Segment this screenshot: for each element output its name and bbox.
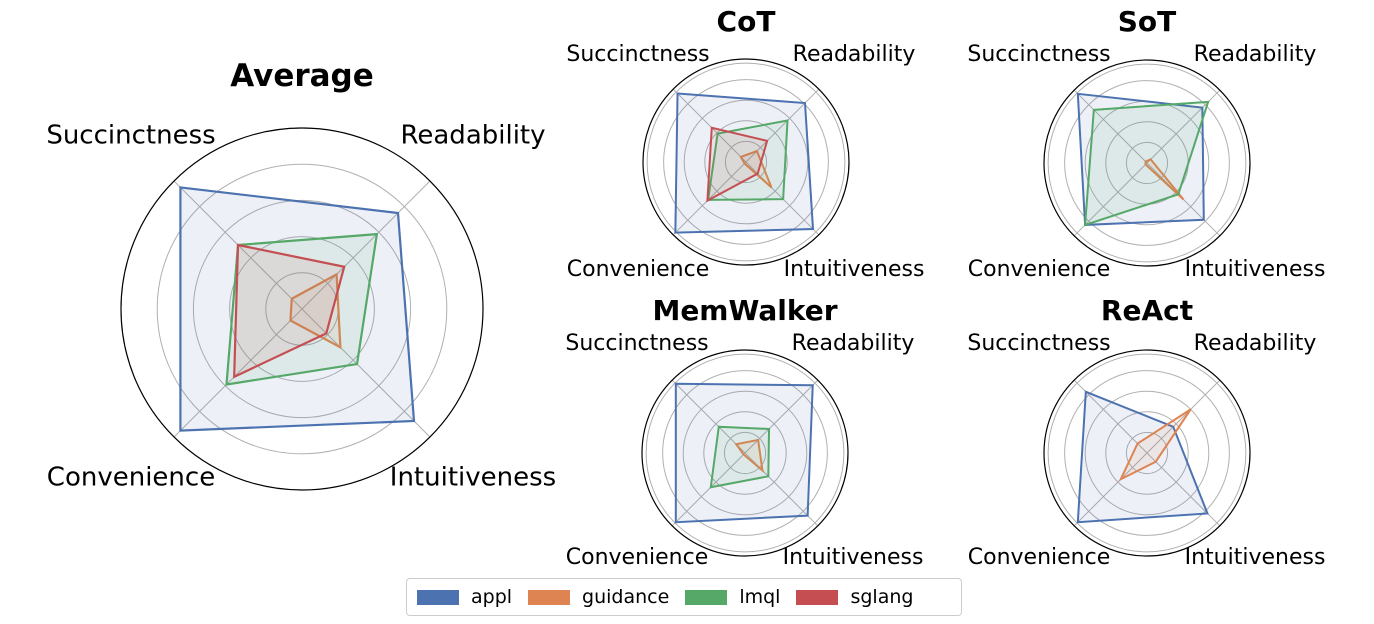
series-fill-guidance	[1120, 409, 1191, 480]
axis-label: Readability	[792, 331, 915, 356]
grid-ring	[1125, 431, 1169, 475]
series-fill-appl	[1077, 93, 1204, 225]
axis-label: Succinctness	[967, 331, 1110, 356]
subplot-title: Average	[230, 58, 374, 94]
grid-ring	[1064, 370, 1230, 536]
axis-label: Succinctness	[565, 331, 708, 356]
axis-spoke	[671, 452, 746, 527]
subplot-title: MemWalker	[652, 294, 837, 327]
axis-label: Intuitiveness	[1185, 257, 1326, 282]
axis-spoke	[301, 180, 431, 310]
grid-ring	[1105, 411, 1189, 495]
axis-label: Convenience	[968, 545, 1110, 570]
axis-label: Intuitiveness	[390, 463, 556, 493]
legend: appl guidance lmql sglang	[406, 578, 962, 616]
axis-label: Readability	[400, 121, 545, 151]
axis-label: Readability	[793, 42, 916, 67]
legend-swatch	[685, 589, 728, 605]
grid-ring	[1084, 390, 1210, 516]
series-fill-sglang	[234, 245, 345, 377]
axis-label: Succinctness	[46, 121, 215, 151]
axis-label: Intuitiveness	[1185, 545, 1326, 570]
axis-spoke	[1073, 452, 1148, 527]
grid-ring	[646, 62, 846, 262]
legend-item-sglang: sglang	[796, 586, 913, 608]
legend-swatch	[796, 589, 839, 605]
legend-swatch	[417, 589, 459, 605]
subplot-title: ReAct	[1101, 294, 1193, 327]
series-fill-guidance	[740, 151, 772, 188]
grid-ring	[703, 411, 787, 495]
axis-label: Succinctness	[566, 42, 709, 67]
grid-ring	[1064, 80, 1230, 246]
series-fill-lmql	[226, 234, 377, 385]
axis-label: Readability	[1194, 42, 1317, 67]
outer-frame	[120, 127, 484, 491]
axis-label: Convenience	[566, 545, 708, 570]
legend-item-appl: appl	[417, 586, 512, 608]
grid-ring	[229, 236, 375, 382]
axis-label: Readability	[1194, 331, 1317, 356]
legend-item-guidance: guidance	[528, 586, 669, 608]
series-fill-sglang	[707, 127, 768, 201]
axis-label: Intuitiveness	[783, 545, 924, 570]
legend-label: lmql	[739, 586, 781, 608]
legend-label: sglang	[850, 586, 914, 608]
grid-ring	[662, 370, 828, 536]
grid-ring	[645, 353, 845, 553]
legend-swatch	[528, 589, 571, 605]
axis-spoke	[1073, 89, 1148, 164]
grid-ring	[704, 120, 788, 204]
series-fill-lmql	[710, 426, 770, 488]
series-fill-appl	[1077, 391, 1208, 523]
axis-spoke	[1146, 379, 1221, 454]
outer-frame	[1043, 59, 1251, 267]
axis-label: Convenience	[567, 257, 709, 282]
outer-frame	[642, 58, 850, 266]
axis-spoke	[745, 88, 820, 163]
legend-label: guidance	[582, 586, 670, 608]
grid-ring	[192, 199, 412, 419]
legend-item-lmql: lmql	[685, 586, 780, 608]
axis-label: Intuitiveness	[784, 257, 925, 282]
axis-spoke	[301, 308, 431, 438]
axis-label: Succinctness	[967, 42, 1110, 67]
axis-spoke	[671, 379, 746, 454]
grid-ring	[724, 140, 768, 184]
grid-ring	[1125, 141, 1169, 185]
grid-ring	[723, 431, 767, 475]
outer-frame	[641, 349, 849, 557]
legend-label: appl	[471, 586, 513, 608]
outer-frame	[1043, 349, 1251, 557]
axis-spoke	[672, 88, 747, 163]
axis-label: Convenience	[968, 257, 1110, 282]
axis-label: Convenience	[47, 463, 215, 493]
subplot-title: CoT	[717, 5, 776, 38]
series-fill-guidance	[736, 439, 763, 471]
grid-ring	[682, 390, 808, 516]
subplot-title: SoT	[1118, 5, 1177, 38]
axis-spoke	[173, 308, 303, 438]
grid-ring	[156, 163, 448, 455]
grid-ring	[1047, 63, 1247, 263]
grid-ring	[1047, 353, 1247, 553]
grid-ring	[663, 79, 829, 245]
